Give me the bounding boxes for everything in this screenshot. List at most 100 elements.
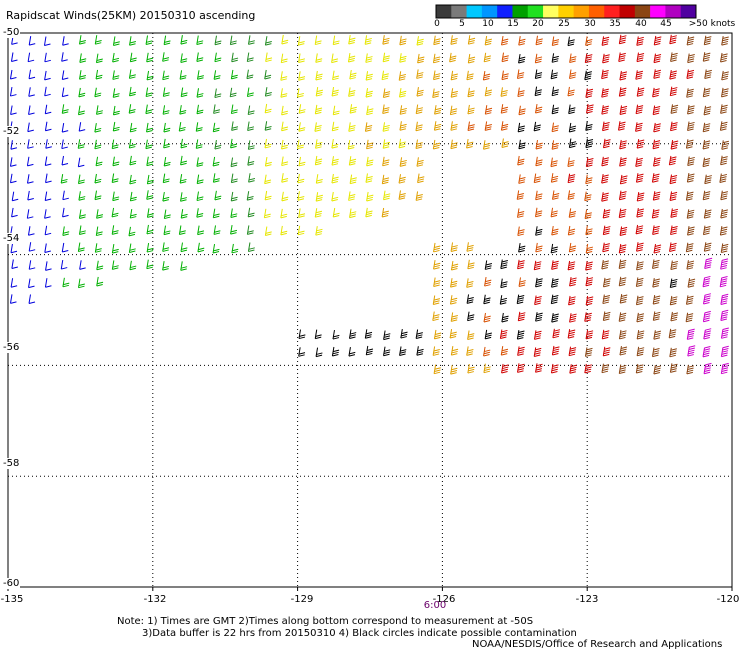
wind-barb: [163, 156, 171, 167]
wind-barb: [567, 329, 576, 339]
legend-label-40: 40: [635, 19, 647, 29]
wind-barb: [298, 71, 306, 81]
wind-barb: [264, 103, 272, 114]
wind-barb: [128, 226, 136, 237]
wind-barb: [551, 104, 559, 115]
lat-label-58: -58: [2, 458, 21, 469]
legend-swatch: [543, 5, 559, 18]
wind-barb: [501, 70, 509, 81]
wind-barb: [27, 139, 34, 149]
wind-barb: [383, 330, 391, 341]
wind-barb: [77, 105, 85, 116]
wind-barb: [180, 261, 188, 271]
legend-label-45: 45: [660, 19, 672, 29]
wind-barb: [568, 242, 577, 253]
wind-barb: [162, 87, 170, 97]
wind-barb: [79, 53, 87, 63]
wind-barb: [95, 53, 103, 64]
wind-barb: [416, 157, 424, 167]
wind-barb: [94, 123, 102, 133]
wind-barb: [702, 122, 711, 133]
wind-barb: [365, 173, 373, 183]
wind-barb: [720, 208, 728, 219]
wind-barb: [281, 191, 289, 202]
wind-barb: [349, 69, 357, 80]
wind-barb: [720, 327, 729, 339]
wind-barb: [399, 35, 407, 46]
wind-barb: [27, 190, 34, 201]
wind-barb: [668, 155, 677, 166]
wind-barb: [687, 53, 695, 64]
wind-barb: [196, 157, 204, 167]
wind-barb: [567, 157, 575, 167]
wind-barb: [366, 191, 374, 202]
wind-barb: [264, 157, 272, 167]
wind-barb: [685, 139, 694, 149]
wind-barb: [500, 87, 508, 97]
wind-barb: [516, 69, 525, 79]
wind-barb: [112, 52, 120, 63]
wind-barb: [94, 190, 102, 201]
wind-barb: [365, 53, 373, 63]
wind-barb: [28, 36, 36, 46]
wind-barb: [433, 35, 441, 46]
wind-barb: [432, 139, 441, 150]
wind-barb: [585, 36, 593, 46]
wind-barb: [77, 278, 85, 289]
wind-barb: [585, 329, 594, 340]
wind-barb: [214, 52, 222, 63]
wind-barb: [62, 226, 70, 236]
wind-barb: [94, 243, 102, 253]
wind-barb: [686, 364, 695, 375]
wind-barb: [467, 35, 476, 45]
wind-barb: [196, 191, 204, 202]
wind-barb: [230, 157, 238, 168]
wind-barb: [314, 122, 322, 132]
wind-barb: [585, 261, 593, 271]
wind-barb: [433, 242, 441, 253]
wind-barb: [10, 140, 18, 150]
wind-barb: [129, 52, 137, 63]
wind-barb: [500, 278, 508, 289]
wind-barb: [77, 139, 85, 149]
wind-barb: [686, 69, 695, 79]
wind-barb: [230, 191, 238, 202]
wind-barb: [10, 278, 18, 288]
wind-barb: [535, 312, 543, 322]
wind-barb: [246, 69, 254, 80]
legend-label-25: 25: [558, 19, 570, 29]
wind-barb: [331, 346, 340, 357]
wind-barb: [315, 139, 323, 149]
wind-barb: [94, 35, 102, 45]
wind-barb: [535, 156, 543, 167]
wind-barb: [247, 140, 255, 150]
wind-barb: [670, 208, 679, 218]
wind-barb: [449, 105, 458, 116]
wind-barb: [10, 105, 17, 116]
wind-barb: [264, 36, 272, 46]
wind-barb: [619, 139, 627, 150]
lon-label-126: -126: [432, 594, 456, 605]
wind-barb: [484, 121, 492, 131]
wind-barb: [466, 242, 474, 252]
wind-barb: [636, 87, 645, 97]
legend-swatch: [634, 5, 651, 18]
wind-barb: [94, 173, 102, 184]
wind-barb: [602, 311, 611, 321]
legend-swatch: [497, 5, 513, 18]
wind-barb: [686, 328, 695, 340]
wind-barb: [601, 105, 609, 115]
wind-barb: [212, 208, 220, 219]
plot-frame: [7, 32, 733, 588]
wind-barb: [602, 242, 610, 253]
wind-barb: [180, 87, 188, 98]
wind-barb: [551, 122, 559, 133]
wind-barb: [146, 208, 154, 218]
wind-barb: [686, 209, 695, 219]
wind-barb: [518, 53, 526, 64]
wind-barb: [483, 363, 491, 374]
wind-barb: [618, 87, 627, 97]
wind-barb: [467, 259, 475, 270]
legend-color-bar: [435, 4, 697, 19]
wind-barb: [686, 35, 695, 46]
